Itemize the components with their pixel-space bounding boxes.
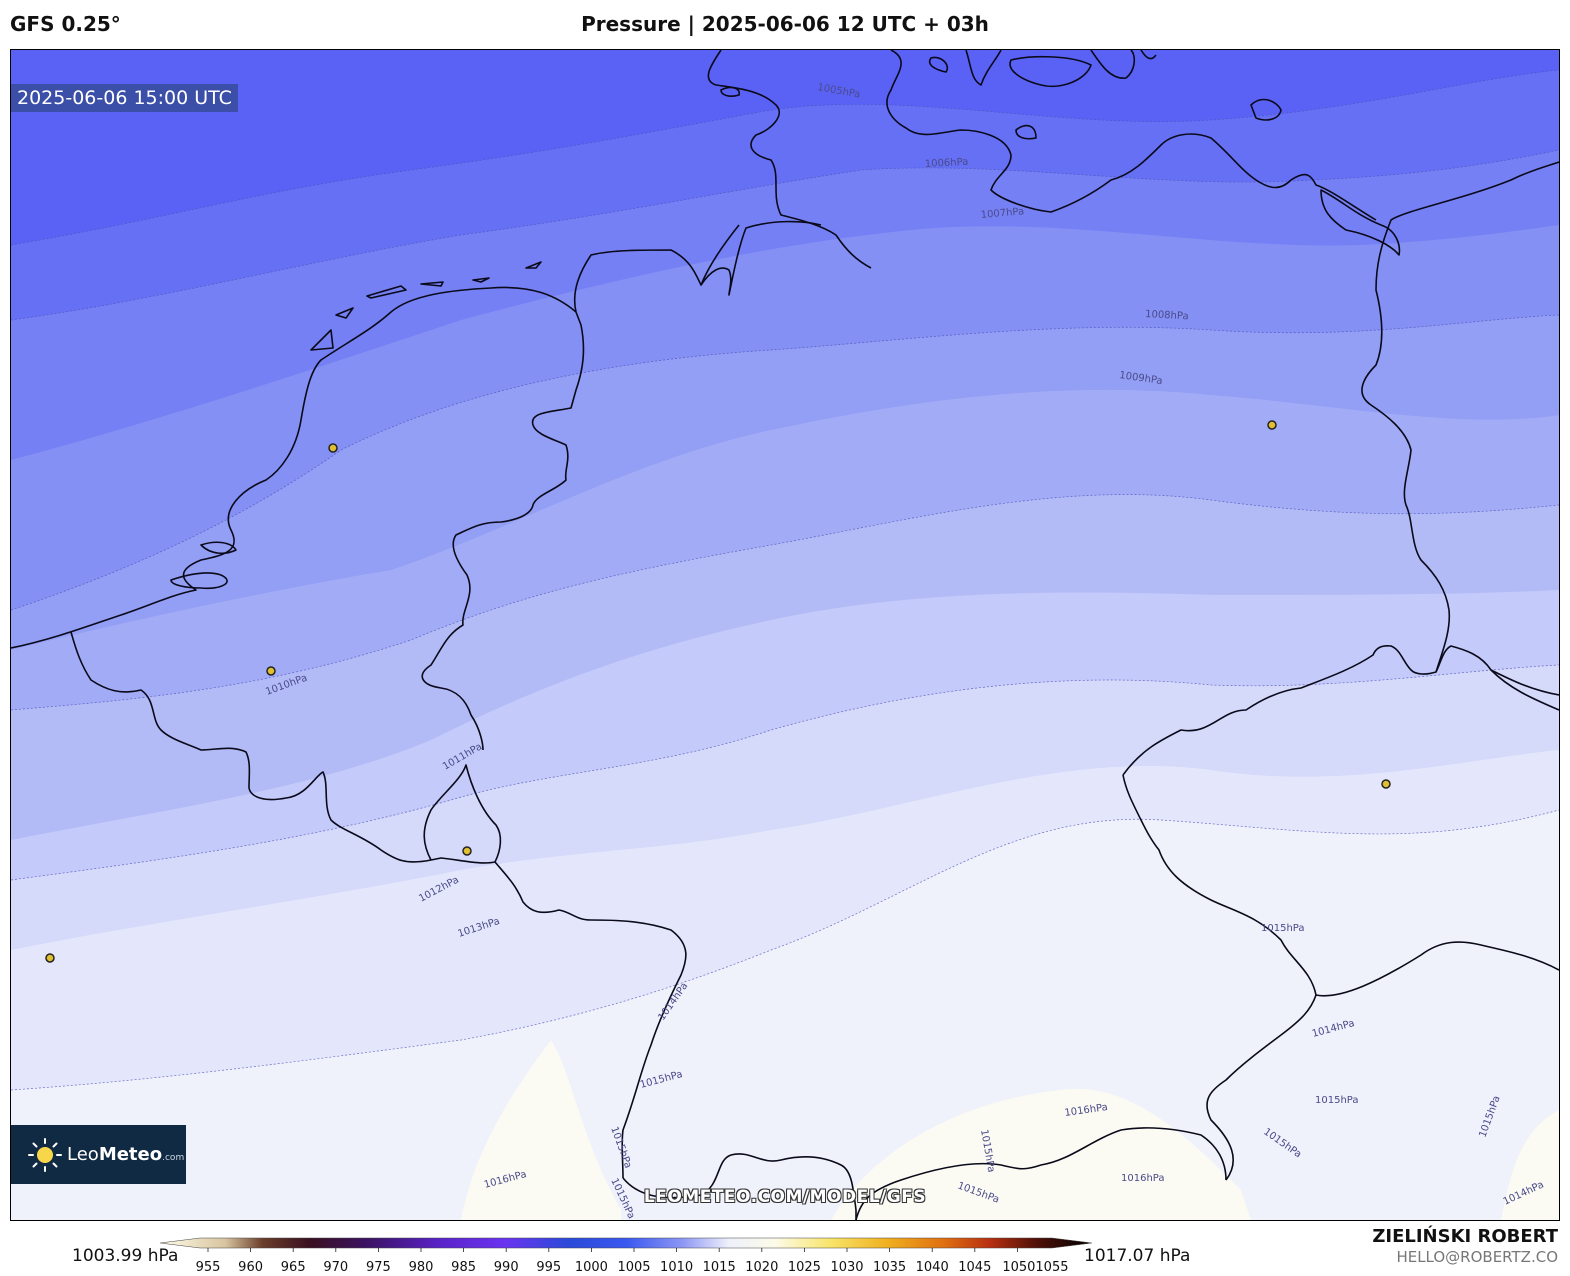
island-danish-4 — [965, 50, 1002, 86]
colorbar-tick-label: 1000 — [575, 1260, 608, 1275]
coastline-belgium — [70, 631, 432, 863]
border-germany-czech — [1122, 645, 1559, 776]
pressure-map-canvas: 1005hPa 1006hPa 1007hPa 1008hPa 1009hPa … — [11, 50, 1559, 1220]
colorbar-tick-label: 995 — [536, 1260, 561, 1275]
island-zeeland-1 — [170, 572, 228, 590]
island-frisian-5 — [472, 277, 490, 283]
author-credit: ZIELIŃSKI ROBERT — [1372, 1226, 1558, 1247]
border-germany-denmark — [700, 224, 740, 286]
isobar-label: 1015hPa — [1315, 1095, 1359, 1106]
island-zeeland-2 — [200, 541, 237, 555]
island-danish-6 — [720, 86, 741, 97]
island-frisian-3 — [366, 285, 407, 299]
author-email[interactable]: HELLO@ROBERTZ.CO — [1396, 1248, 1558, 1266]
colorbar-bar — [160, 1237, 1093, 1249]
colorbar-tick-label: 965 — [281, 1260, 306, 1275]
logo-wordmark: LeoMeteo.com — [67, 1144, 184, 1165]
logo-suffix: .com — [162, 1153, 185, 1163]
isobar-line-1011 — [11, 494, 1559, 711]
coastline-netherlands — [11, 286, 585, 751]
city-marker-amsterdam — [328, 443, 338, 453]
city-marker-prague — [1381, 779, 1391, 789]
colorbar-tick-label: 1035 — [873, 1260, 906, 1275]
colorbar-tick-label: 955 — [196, 1260, 221, 1275]
chart-title: Pressure | 2025-06-06 12 UTC + 03h — [581, 12, 989, 36]
island-frisian-4 — [420, 281, 444, 287]
pressure-map[interactable]: 1005hPa 1006hPa 1007hPa 1008hPa 1009hPa … — [10, 49, 1560, 1221]
island-danish-1 — [928, 56, 949, 73]
city-marker-paris — [45, 953, 55, 963]
site-watermark: LEOMETEO.COM/MODEL/GFS — [643, 1187, 927, 1207]
border-germany-france — [494, 861, 687, 1179]
colorbar-min-label: 1003.99 hPa — [72, 1246, 179, 1266]
isobar-label: 1016hPa — [1121, 1173, 1165, 1184]
logo-name-light: Leo — [67, 1144, 99, 1165]
city-marker-brussels — [266, 666, 276, 676]
colorbar-tick-label: 985 — [451, 1260, 476, 1275]
city-marker-luxembourg — [462, 846, 472, 856]
coastline-baltic — [886, 50, 1377, 221]
colorbar-tick-label: 1040 — [916, 1260, 949, 1275]
border-germany-poland — [1361, 161, 1559, 673]
isobar-line-1015 — [11, 809, 1559, 1091]
island-rugen — [1320, 189, 1401, 256]
border-czech-poland-east — [1490, 669, 1559, 711]
colorbar-tick-label: 975 — [366, 1260, 391, 1275]
model-label: GFS 0.25° — [10, 12, 121, 36]
border-germany-austria — [855, 1127, 1227, 1220]
island-danish-5 — [1015, 124, 1037, 140]
coastline-german-north-sea — [573, 220, 822, 313]
band-1015-patch-lux — [626, 1080, 691, 1170]
leometeo-logo[interactable]: LeoMeteo.com — [11, 1125, 186, 1184]
island-frisian-2 — [335, 307, 354, 319]
colorbar-tick-label: 960 — [238, 1260, 263, 1275]
colorbar-tick-label: 10501055 — [1002, 1260, 1068, 1275]
island-danish-7 — [1140, 50, 1157, 60]
band-1016-east — [1501, 1110, 1559, 1220]
island-frisian-6 — [525, 261, 542, 269]
island-bornholm — [1250, 98, 1282, 121]
colorbar-tick-label: 1025 — [788, 1260, 821, 1275]
isobar-label: 1015hPa — [1261, 923, 1305, 934]
colorbar-ticks: 955 960 965 970 975 980 985 990 995 1000 1005 1010 1… — [196, 1248, 1068, 1275]
valid-time-label: 2025-06-06 15:00 UTC — [11, 84, 238, 112]
band-1016-south — [831, 1088, 1251, 1220]
colorbar-tick-label: 1030 — [830, 1260, 863, 1275]
colorbar-tick-label: 1015 — [703, 1260, 736, 1275]
colorbar-tick-label: 1045 — [958, 1260, 991, 1275]
border-luxembourg — [423, 764, 502, 864]
colorbar-tick-label: 1010 — [660, 1260, 693, 1275]
logo-name-bold: Meteo — [98, 1144, 163, 1165]
isobar-label: 1006hPa — [925, 157, 969, 170]
island-danish-2 — [1009, 55, 1092, 87]
isobar-label: 1008hPa — [1145, 309, 1189, 322]
isobar-line-1009 — [11, 314, 1559, 611]
colorbar-tick-label: 970 — [323, 1260, 348, 1275]
border-austria-czech — [1122, 774, 1317, 1181]
island-frisian-1 — [310, 329, 334, 351]
pressure-colorbar: 955 960 965 970 975 980 985 990 995 1000 1005 1010 1… — [160, 1237, 1093, 1275]
border-austria-hungary — [1315, 941, 1559, 997]
sun-icon — [28, 1137, 62, 1172]
colorbar-max-label: 1017.07 hPa — [1084, 1246, 1191, 1266]
city-marker-berlin — [1267, 420, 1277, 430]
band-1016-west — [461, 1040, 621, 1220]
coastline-jutland — [707, 50, 872, 269]
band-1015 — [11, 810, 1559, 1220]
colorbar-tick-label: 980 — [409, 1260, 434, 1275]
isobar-line-1007 — [11, 149, 1559, 321]
colorbar-tick-label: 1020 — [745, 1260, 778, 1275]
island-danish-3 — [1090, 50, 1136, 79]
isobar-line-1006 — [11, 69, 1559, 246]
border-germany-switzerland — [622, 1153, 857, 1220]
colorbar-tick-label: 1005 — [617, 1260, 650, 1275]
isobar-label: 1007hPa — [980, 206, 1024, 221]
colorbar-tick-label: 990 — [494, 1260, 519, 1275]
